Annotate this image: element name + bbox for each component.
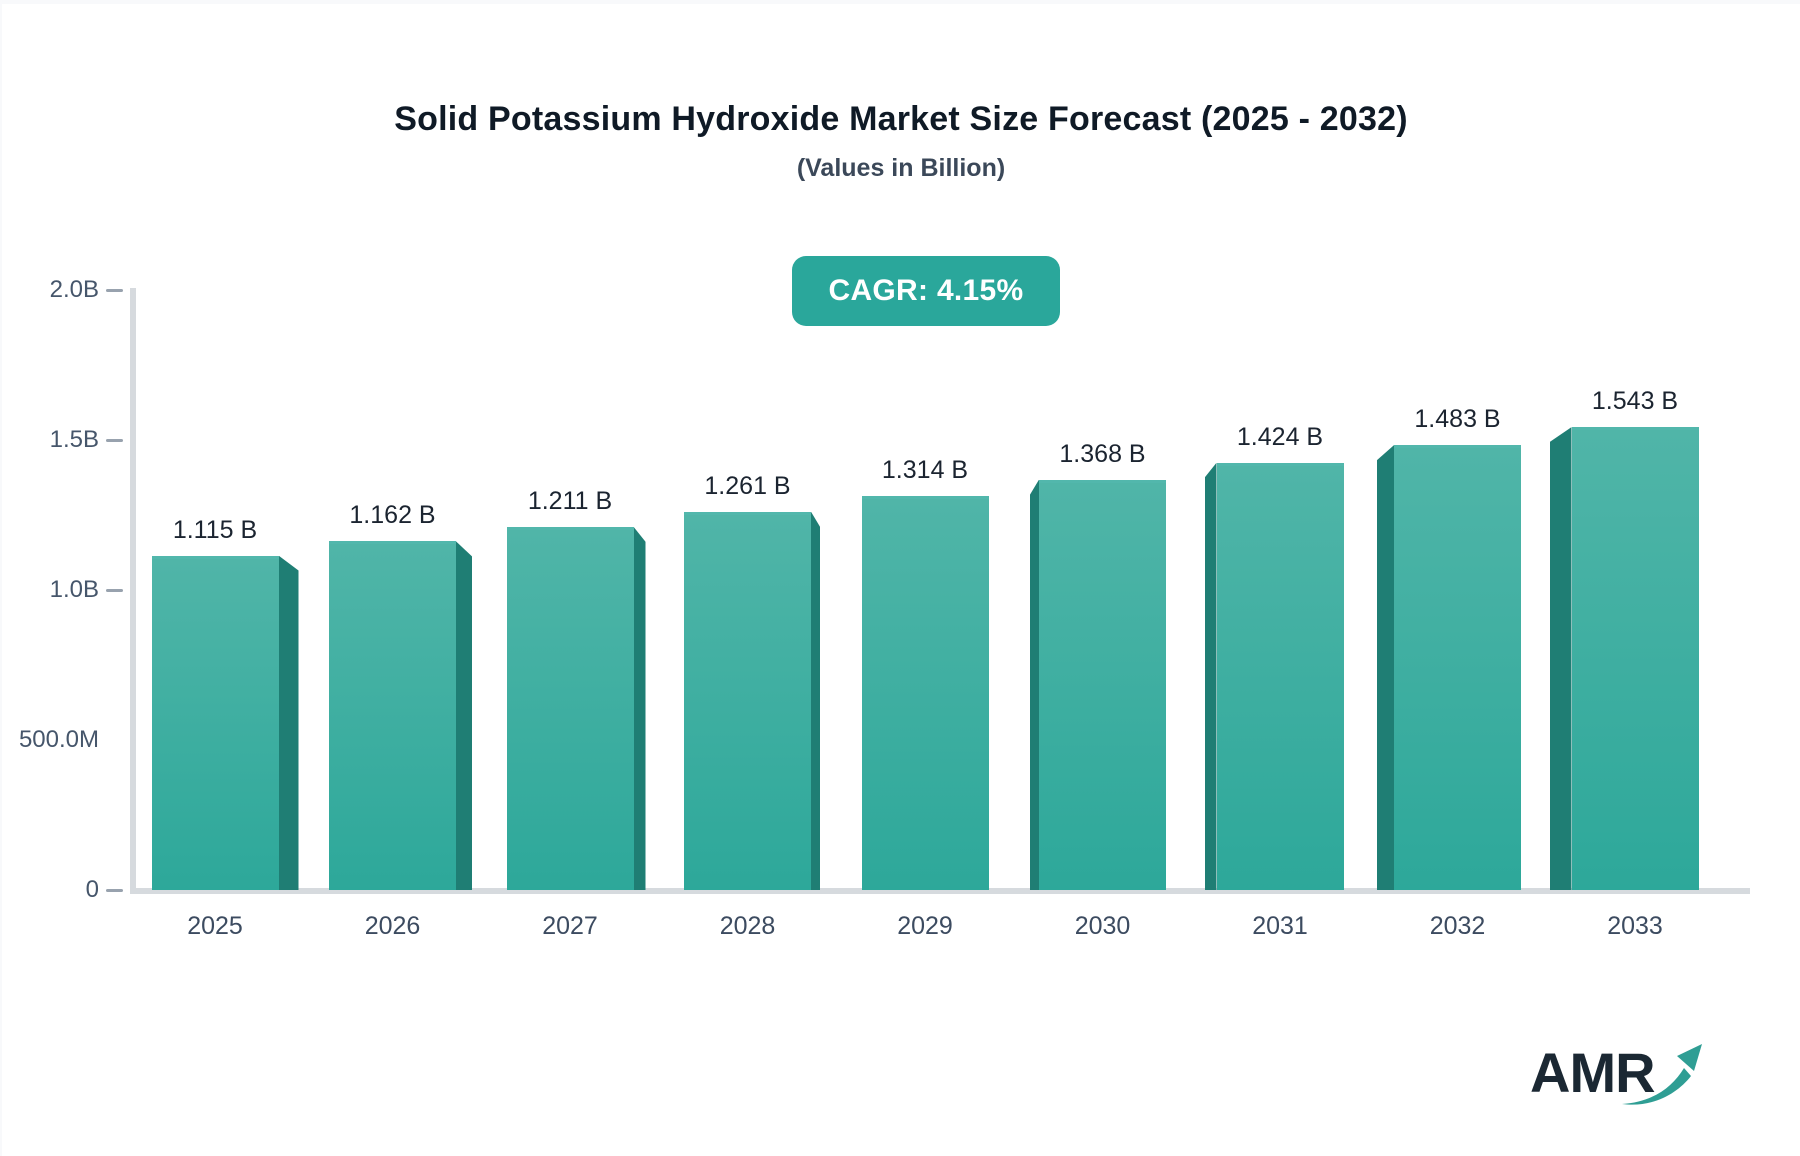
amr-logo-text: AMR xyxy=(1530,1041,1656,1104)
bar-value-label: 1.211 B xyxy=(527,486,613,515)
bar-2027 xyxy=(506,526,646,890)
bar-value-label: 1.115 B xyxy=(172,515,258,544)
y-tick-label: 1.5B xyxy=(49,426,99,453)
bar-2031 xyxy=(1204,462,1344,890)
bar-2032 xyxy=(1377,445,1521,890)
y-tick-label: 500.0M xyxy=(18,726,99,753)
x-axis-label-2033: 2033 xyxy=(1607,912,1663,940)
bar-value-label: 1.483 B xyxy=(1414,405,1501,434)
x-axis-label-2030: 2030 xyxy=(1074,912,1131,940)
bar-side-face xyxy=(1549,427,1572,890)
cagr-badge: CAGR: 4.15% xyxy=(792,256,1060,326)
bar-front-face xyxy=(1039,479,1166,890)
bar-front-face xyxy=(1571,427,1699,890)
x-axis-line xyxy=(130,888,1750,894)
x-axis-label-2027: 2027 xyxy=(542,912,598,940)
y-tick-mark xyxy=(106,888,123,892)
bar-value-label: 1.314 B xyxy=(881,455,969,484)
x-axis-label-2032: 2032 xyxy=(1429,912,1486,940)
bar-front-face xyxy=(329,541,456,890)
bar-side-face xyxy=(1377,445,1394,890)
bar-front-face xyxy=(151,555,279,890)
x-axis-label-2028: 2028 xyxy=(719,912,776,940)
bar-front-face xyxy=(861,495,989,890)
y-tick-mark xyxy=(106,588,123,592)
x-axis-label-2025: 2025 xyxy=(187,912,243,940)
bar-2026 xyxy=(329,541,472,890)
bar-side-face xyxy=(811,511,820,890)
y-tick-label: 1.0B xyxy=(49,576,99,603)
y-tick-mark xyxy=(106,288,123,292)
bar-front-face xyxy=(506,526,634,890)
bar-side-face xyxy=(633,526,646,890)
bar-front-face xyxy=(1394,445,1521,890)
bar-value-label: 1.261 B xyxy=(704,471,791,500)
y-tick-label: 0 xyxy=(85,876,99,903)
bar-2028 xyxy=(684,511,820,890)
y-tick-mark xyxy=(106,438,123,442)
bar-front-face xyxy=(684,511,811,890)
x-axis-label-2031: 2031 xyxy=(1252,912,1308,940)
bar-2029 xyxy=(861,495,989,890)
growth-arrow-icon xyxy=(1622,1044,1702,1105)
cagr-badge-label: CAGR: 4.15% xyxy=(828,274,1024,307)
bar-side-face xyxy=(456,541,472,890)
y-tick-label: 2.0B xyxy=(49,276,99,303)
bar-value-label: 1.368 B xyxy=(1059,439,1146,468)
x-axis-label-2029: 2029 xyxy=(897,912,953,940)
bar-side-face xyxy=(1030,479,1039,890)
amr-logo: AMR xyxy=(1530,1036,1702,1116)
page-subtitle: (Values in Billion) xyxy=(796,154,1006,182)
bar-2030 xyxy=(1030,479,1166,890)
bar-side-face xyxy=(278,555,299,890)
bar-side-face xyxy=(1204,462,1217,890)
bar-2025 xyxy=(151,555,299,890)
bar-2033 xyxy=(1549,427,1699,890)
bar-value-label: 1.162 B xyxy=(349,501,436,530)
x-axis-label-2026: 2026 xyxy=(364,912,421,940)
bar-front-face xyxy=(1216,462,1344,890)
page-title: Solid Potassium Hydroxide Market Size Fo… xyxy=(394,100,1408,138)
bar-value-label: 1.424 B xyxy=(1236,422,1324,451)
bar-value-label: 1.543 B xyxy=(1591,387,1679,416)
y-axis-line xyxy=(130,288,136,894)
